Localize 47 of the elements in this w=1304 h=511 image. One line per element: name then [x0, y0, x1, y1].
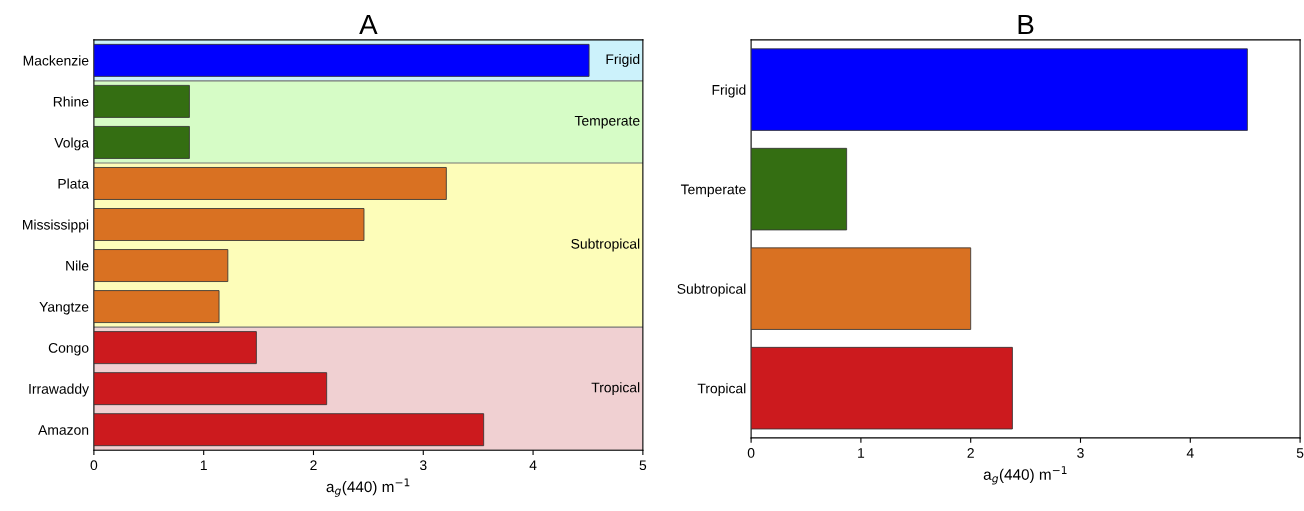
y-tick-label: Amazon — [38, 425, 89, 435]
x-tick-label: 2 — [310, 460, 317, 470]
bar — [93, 331, 257, 365]
bar — [751, 247, 972, 330]
y-tick-label: Rhine — [53, 96, 89, 107]
bar — [93, 249, 229, 282]
chart-title: B — [1018, 14, 1034, 35]
bar — [93, 208, 365, 241]
x-tick-label: 0 — [90, 460, 98, 471]
y-tick-label: Nile — [66, 260, 89, 271]
y-tick-label: Temperate — [680, 184, 746, 198]
x-tick-label: 4 — [1186, 448, 1194, 458]
x-tick-label: 5 — [639, 460, 647, 471]
y-tick-label: Yangtze — [39, 302, 89, 315]
x-tick-label: 1 — [858, 448, 865, 458]
band-label: Tropical — [591, 382, 640, 396]
x-axis-title: a$_{g}$(440) m$^{−1}$ — [983, 466, 1067, 485]
x-tick-label: 3 — [1077, 448, 1084, 458]
y-tick-label: Congo — [48, 342, 89, 356]
bar — [751, 48, 1248, 131]
y-tick-label: Frigid — [712, 84, 746, 98]
y-tick-label: Plata — [58, 178, 90, 189]
bar — [93, 290, 220, 323]
x-tick-label: 0 — [747, 448, 755, 458]
y-tick-label: Mackenzie — [23, 55, 89, 66]
band-label: Temperate — [574, 115, 640, 129]
band-label: Subtropical — [571, 238, 640, 252]
x-axis-title: a$_{g}$(440) m$^{−1}$ — [326, 478, 410, 497]
bar — [93, 84, 190, 118]
y-tick-label: Tropical — [697, 383, 746, 397]
band-label: Frigid — [606, 53, 640, 67]
bar — [93, 167, 447, 200]
bar — [751, 147, 848, 231]
y-tick-label: Volga — [54, 137, 90, 151]
x-tick-label: 2 — [967, 448, 974, 458]
chart-title: A — [359, 14, 378, 35]
x-tick-label: 4 — [529, 460, 537, 470]
bar — [93, 413, 485, 447]
x-tick-label: 5 — [1296, 448, 1304, 458]
y-tick-label: Irrawaddy — [29, 383, 90, 397]
x-tick-label: 3 — [419, 460, 427, 471]
x-tick-label: 1 — [200, 460, 207, 470]
bar — [751, 346, 1013, 430]
y-tick-label: Mississippi — [23, 219, 89, 233]
y-tick-label: Subtropical — [677, 283, 746, 297]
bar — [93, 126, 190, 159]
bar — [93, 372, 328, 406]
